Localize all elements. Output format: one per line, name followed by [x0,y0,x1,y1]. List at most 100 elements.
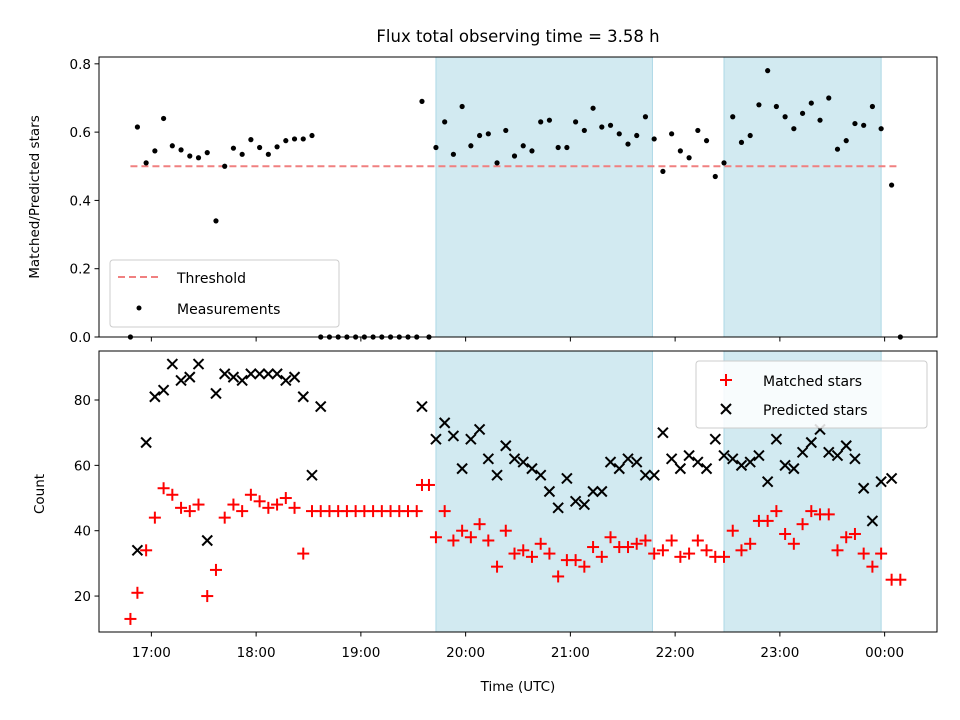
predicted-point [779,459,791,472]
measurement-point [843,138,849,144]
predicted-point [416,400,428,413]
measurement-point [625,141,631,147]
measurement-point [520,143,526,149]
matched-point [131,586,144,599]
measurement-point [503,127,509,134]
matched-point [429,531,442,544]
legend-predicted-marker [720,403,732,415]
measurement-point [283,138,289,144]
predicted-point [613,462,625,475]
ratio-legend: Threshold Measurements [109,259,340,328]
matched-point [552,570,565,583]
ratio-y-axis-label: Matched/Predicted stars [27,115,43,278]
measurement-point [213,218,219,224]
legend-matched-marker [720,374,732,386]
measurement-point [782,114,788,120]
matched-point [840,531,853,544]
count-y-tick-label: 40 [74,524,91,540]
matched-point [744,537,757,550]
measurement-point [152,148,158,154]
predicted-point [596,485,608,498]
count-panel: 17:00 18:00 19:00 20:00 21:00 22:00 23:00 00:00… [32,350,938,695]
x-tick-label: 19:00 [341,645,380,661]
predicted-point [184,371,196,383]
matched-point [543,547,556,560]
matched-point [770,505,783,518]
measurement-point [143,160,149,166]
matched-point [787,537,800,550]
measurement-point [599,124,605,130]
x-tick-label: 18:00 [237,645,276,661]
matched-point [683,547,696,560]
matched-point [456,524,469,537]
measurement-point [450,151,457,157]
predicted-point [218,368,231,380]
matched-point [718,550,731,563]
matched-point [735,544,748,557]
count-legend-box [695,360,928,429]
matched-point [508,547,521,560]
predicted-point [622,453,634,465]
measurement-point [747,132,753,139]
matched-point [894,573,907,586]
measurement-point [195,155,202,161]
matched-point [674,550,687,563]
matched-point [288,501,301,514]
measurement-point [555,144,561,151]
predicted-point [604,456,617,468]
chart-title: Flux total observing time = 3.58 h [376,27,659,46]
count-plot-marks [124,358,907,625]
predicted-point [849,453,861,465]
matched-point [236,505,249,518]
predicted-point [744,456,756,468]
measurement-point [826,95,832,101]
predicted-point [796,446,809,458]
predicted-point [227,371,240,383]
predicted-point [718,449,730,462]
matched-point [192,498,205,511]
measurement-point [169,143,175,149]
matched-point [279,492,292,505]
observing-intervals [435,350,882,633]
predicted-point [473,423,486,436]
predicted-point [587,485,599,498]
predicted-point [648,469,660,481]
predicted-point [447,430,460,442]
x-tick-label: 17:00 [132,645,171,661]
predicted-point [761,475,774,488]
measurement-point [204,150,210,156]
predicted-point [280,374,292,387]
measurement-point [703,138,710,144]
count-y-tick-label: 80 [74,393,91,409]
predicted-point [306,469,318,481]
legend-predicted-label: Predicted stars [763,403,868,419]
matched-point [124,612,137,625]
matched-point [604,531,617,544]
matched-point [831,544,844,557]
predicted-point [271,368,283,380]
predicted-point [674,462,687,475]
predicted-point [823,446,835,458]
matched-point [253,495,266,508]
matched-point [517,544,530,557]
measurement-point [230,145,237,151]
measurement-point [773,103,779,110]
predicted-point [866,515,879,527]
predicted-point [727,453,739,465]
predicted-point [692,456,704,468]
matched-point [410,505,423,518]
predicted-point [201,534,213,547]
measurement-point [494,160,500,166]
measurement-point [791,126,797,132]
measurement-point [511,153,518,159]
matched-point [218,511,231,524]
measurement-point [538,119,544,125]
predicted-point [840,440,852,452]
measurement-point [852,120,858,127]
ratio-legend-box [109,259,340,328]
count-y-tick-label: 20 [74,589,91,605]
predicted-point [709,433,721,445]
x-tick-label: 23:00 [760,645,799,661]
predicted-point [430,433,442,445]
predicted-point [875,475,887,488]
